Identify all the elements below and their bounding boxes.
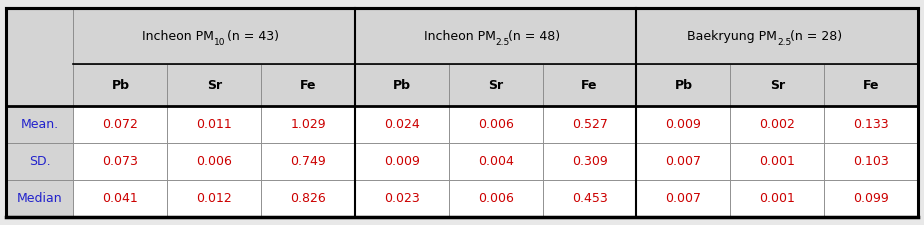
Bar (74, 106, 167, 143)
Bar (6, 106, 74, 143)
Text: 0.073: 0.073 (103, 155, 139, 168)
Text: (n = 48): (n = 48) (505, 30, 560, 43)
Bar (355, 143, 449, 180)
Bar (6, 180, 74, 217)
Text: 0.006: 0.006 (196, 155, 232, 168)
Text: SD.: SD. (29, 155, 51, 168)
Text: 0.012: 0.012 (197, 192, 232, 205)
Text: 0.001: 0.001 (760, 155, 796, 168)
Bar (6, 8, 74, 106)
Bar (261, 64, 355, 106)
Bar (261, 106, 355, 143)
Bar (449, 64, 542, 106)
Text: Fe: Fe (581, 79, 598, 92)
Text: 0.749: 0.749 (290, 155, 326, 168)
Bar (74, 64, 167, 106)
Bar (730, 106, 824, 143)
Bar (261, 143, 355, 180)
Bar (74, 8, 355, 64)
Text: (n = 28): (n = 28) (785, 30, 842, 43)
Text: 1.029: 1.029 (290, 118, 326, 131)
Bar (730, 64, 824, 106)
Bar (355, 8, 637, 64)
Bar (824, 64, 918, 106)
Bar (261, 180, 355, 217)
Bar (449, 143, 542, 180)
Bar (449, 106, 542, 143)
Bar (637, 8, 918, 64)
Text: 0.007: 0.007 (665, 192, 701, 205)
Bar (167, 143, 261, 180)
Text: 0.099: 0.099 (853, 192, 889, 205)
Text: Median: Median (17, 192, 63, 205)
Bar (74, 180, 167, 217)
Text: 0.309: 0.309 (572, 155, 607, 168)
Text: Sr: Sr (207, 79, 222, 92)
Text: 0.023: 0.023 (384, 192, 419, 205)
Text: 0.009: 0.009 (384, 155, 419, 168)
Text: Sr: Sr (770, 79, 784, 92)
Bar (167, 180, 261, 217)
Bar (355, 180, 449, 217)
Bar (74, 143, 167, 180)
Text: 0.527: 0.527 (572, 118, 607, 131)
Text: Baekryung PM: Baekryung PM (687, 30, 777, 43)
Text: Pb: Pb (112, 79, 129, 92)
Text: Pb: Pb (675, 79, 692, 92)
Text: 0.041: 0.041 (103, 192, 139, 205)
Text: 0.002: 0.002 (760, 118, 796, 131)
Text: Fe: Fe (299, 79, 316, 92)
Bar (167, 106, 261, 143)
Text: 0.072: 0.072 (103, 118, 139, 131)
Text: 2.5: 2.5 (777, 38, 792, 47)
Text: Mean.: Mean. (20, 118, 59, 131)
Bar (355, 64, 449, 106)
Text: Incheon PM: Incheon PM (424, 30, 496, 43)
Bar (542, 64, 637, 106)
Bar (824, 106, 918, 143)
Text: 0.453: 0.453 (572, 192, 607, 205)
Text: Fe: Fe (863, 79, 880, 92)
Text: 0.004: 0.004 (478, 155, 514, 168)
Text: 0.006: 0.006 (478, 118, 514, 131)
Text: Pb: Pb (393, 79, 411, 92)
Text: 0.007: 0.007 (665, 155, 701, 168)
Bar (730, 143, 824, 180)
Text: 0.001: 0.001 (760, 192, 796, 205)
Bar (637, 64, 730, 106)
Text: 0.133: 0.133 (853, 118, 889, 131)
Bar (449, 180, 542, 217)
Bar (542, 180, 637, 217)
Bar (6, 143, 74, 180)
Text: (n = 43): (n = 43) (223, 30, 278, 43)
Text: 0.009: 0.009 (665, 118, 701, 131)
Text: Incheon PM: Incheon PM (142, 30, 214, 43)
Bar (542, 106, 637, 143)
Text: 2.5: 2.5 (496, 38, 510, 47)
Bar (824, 143, 918, 180)
Bar (355, 106, 449, 143)
Bar (730, 180, 824, 217)
Bar (637, 143, 730, 180)
Text: 0.103: 0.103 (853, 155, 889, 168)
Bar (542, 143, 637, 180)
Text: Sr: Sr (488, 79, 504, 92)
Bar (637, 106, 730, 143)
Text: 0.826: 0.826 (290, 192, 326, 205)
Bar (637, 180, 730, 217)
Text: 0.011: 0.011 (197, 118, 232, 131)
Bar (167, 64, 261, 106)
Text: 0.006: 0.006 (478, 192, 514, 205)
Text: 10: 10 (214, 38, 225, 47)
Text: 0.024: 0.024 (384, 118, 419, 131)
Bar (824, 180, 918, 217)
